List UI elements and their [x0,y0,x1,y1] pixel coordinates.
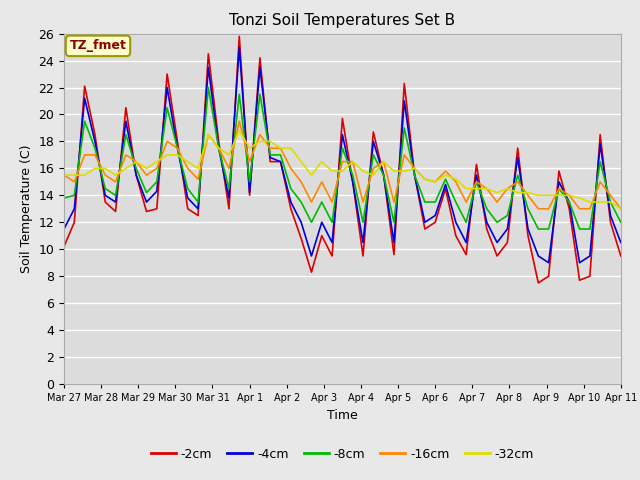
-8cm [607,199,614,205]
-8cm [276,152,284,158]
-8cm [194,199,202,205]
-16cm [576,206,584,212]
-16cm [60,172,68,178]
-16cm [607,192,614,198]
-16cm [534,206,542,212]
Text: TZ_fmet: TZ_fmet [70,39,127,52]
-16cm [163,139,171,144]
-16cm [194,176,202,182]
Line: -4cm: -4cm [64,47,621,263]
-2cm [236,34,243,39]
-4cm [236,44,243,50]
-2cm [534,280,542,286]
-2cm [576,277,584,283]
-32cm [163,152,171,158]
-32cm [122,166,130,171]
-4cm [60,226,68,232]
Line: -8cm: -8cm [64,87,621,229]
-2cm [617,253,625,259]
-16cm [617,206,625,212]
-4cm [576,260,584,265]
-32cm [565,192,573,198]
-4cm [617,240,625,245]
-8cm [122,132,130,138]
-32cm [60,172,68,178]
X-axis label: Time: Time [327,408,358,421]
-2cm [60,244,68,250]
-16cm [122,152,130,158]
-8cm [534,226,542,232]
Line: -32cm: -32cm [64,131,621,209]
-2cm [276,159,284,165]
-8cm [576,226,584,232]
-4cm [122,118,130,124]
-4cm [194,206,202,212]
-32cm [276,145,284,151]
-8cm [60,195,68,201]
-8cm [163,105,171,110]
-2cm [607,219,614,225]
-2cm [194,213,202,218]
-16cm [276,145,284,151]
-32cm [236,128,243,133]
Legend: -2cm, -4cm, -8cm, -16cm, -32cm: -2cm, -4cm, -8cm, -16cm, -32cm [146,443,539,466]
-2cm [122,105,130,110]
-8cm [205,84,212,90]
-4cm [163,84,171,90]
-8cm [617,219,625,225]
-4cm [607,213,614,218]
-4cm [276,159,284,165]
-32cm [194,166,202,171]
-2cm [163,71,171,77]
-4cm [545,260,552,265]
Title: Tonzi Soil Temperatures Set B: Tonzi Soil Temperatures Set B [229,13,456,28]
Y-axis label: Soil Temperature (C): Soil Temperature (C) [20,144,33,273]
-32cm [617,206,625,212]
Line: -2cm: -2cm [64,36,621,283]
-16cm [236,118,243,124]
-32cm [607,199,614,205]
Line: -16cm: -16cm [64,121,621,209]
